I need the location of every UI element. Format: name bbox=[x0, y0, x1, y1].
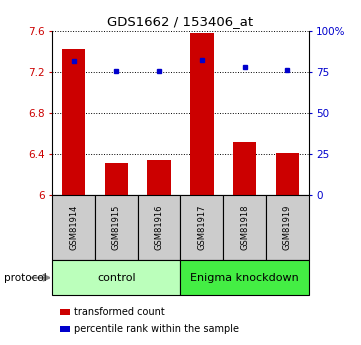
Bar bbox=[147, 160, 171, 195]
Text: GSM81915: GSM81915 bbox=[112, 205, 121, 250]
Text: Enigma knockdown: Enigma knockdown bbox=[190, 273, 299, 283]
Text: GSM81914: GSM81914 bbox=[69, 205, 78, 250]
Bar bbox=[223, 195, 266, 260]
Text: control: control bbox=[97, 273, 136, 283]
Bar bbox=[275, 153, 299, 195]
Text: transformed count: transformed count bbox=[74, 307, 165, 317]
Bar bbox=[233, 142, 256, 195]
Text: GSM81919: GSM81919 bbox=[283, 205, 292, 250]
Text: GSM81916: GSM81916 bbox=[155, 205, 164, 250]
Bar bbox=[52, 260, 180, 295]
Bar bbox=[105, 163, 128, 195]
Title: GDS1662 / 153406_at: GDS1662 / 153406_at bbox=[108, 16, 253, 29]
Bar bbox=[138, 195, 180, 260]
Bar bbox=[52, 195, 95, 260]
Bar bbox=[190, 33, 214, 195]
Text: GSM81917: GSM81917 bbox=[197, 205, 206, 250]
Bar bbox=[62, 49, 86, 195]
Bar bbox=[266, 195, 309, 260]
Text: GSM81918: GSM81918 bbox=[240, 205, 249, 250]
Bar bbox=[180, 195, 223, 260]
Text: percentile rank within the sample: percentile rank within the sample bbox=[74, 325, 239, 334]
Text: protocol: protocol bbox=[4, 273, 46, 283]
Bar bbox=[180, 260, 309, 295]
Bar bbox=[95, 195, 138, 260]
